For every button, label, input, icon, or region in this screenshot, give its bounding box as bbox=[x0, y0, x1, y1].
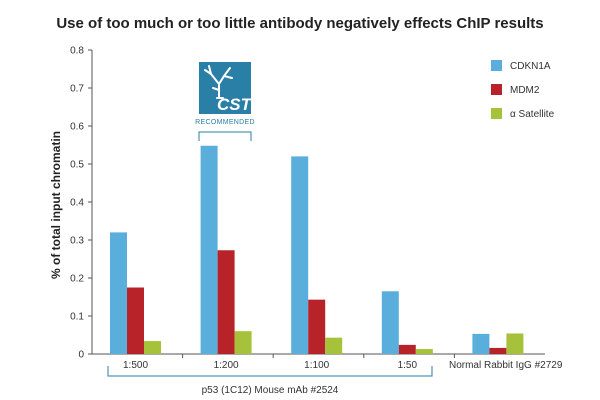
y-tick-label: 0.1 bbox=[70, 312, 84, 323]
y-tick-label: 0.8 bbox=[70, 46, 84, 57]
bar-1-200-cdkn1a bbox=[200, 145, 218, 354]
y-tick-label: 0.3 bbox=[70, 236, 84, 247]
chart-title: Use of too much or too little antibody n… bbox=[56, 15, 543, 32]
x-tick-label: 1:200 bbox=[214, 360, 239, 371]
legend-entry: α Satellite bbox=[510, 109, 555, 120]
bar-1-100--satellite bbox=[325, 337, 343, 354]
group-bracket-line bbox=[107, 366, 433, 377]
x-tick-label: 1:50 bbox=[398, 360, 418, 371]
y-tick-label: 0.6 bbox=[70, 122, 84, 133]
bar-1-50-mdm2 bbox=[398, 344, 416, 354]
bar-1-500-cdkn1a bbox=[110, 232, 127, 354]
bar-1-200--satellite bbox=[234, 331, 252, 354]
legend-swatch bbox=[491, 60, 502, 71]
cst-recommended-badge: CST RECOMMENDED bbox=[195, 62, 255, 141]
bar-normal-rabbit-igg-2729-cdkn1a bbox=[472, 333, 490, 354]
bar-1-500-mdm2 bbox=[127, 287, 144, 354]
y-axis: 0 0.1 0.2 0.3 0.4 0.5 0.6 0.7 0.8 bbox=[70, 46, 93, 361]
group-bracket: p53 (1C12) Mouse mAb #2524 bbox=[107, 366, 433, 396]
badge-bracket bbox=[198, 131, 252, 141]
legend-swatch bbox=[491, 84, 502, 95]
group-label: p53 (1C12) Mouse mAb #2524 bbox=[202, 385, 339, 396]
tree-icon bbox=[204, 65, 233, 99]
y-tick-label: 0.5 bbox=[70, 160, 84, 171]
x-tick-label: Normal Rabbit IgG #2729 bbox=[449, 360, 563, 371]
bars bbox=[110, 145, 524, 354]
y-tick-label: 0.2 bbox=[70, 274, 84, 285]
x-tick-label: 1:500 bbox=[123, 360, 148, 371]
bar-1-50--satellite bbox=[415, 349, 433, 354]
legend-swatch bbox=[491, 108, 502, 119]
bar-1-50-cdkn1a bbox=[381, 291, 399, 354]
badge-subtext: RECOMMENDED bbox=[195, 119, 255, 126]
y-tick-label: 0.4 bbox=[70, 198, 84, 209]
x-tick-label: 1:100 bbox=[304, 360, 329, 371]
bar-normal-rabbit-igg-2729--satellite bbox=[506, 333, 524, 354]
bar-1-100-mdm2 bbox=[308, 299, 326, 354]
legend-entry: MDM2 bbox=[510, 85, 540, 96]
y-tick-label: 0.7 bbox=[70, 84, 84, 95]
bar-1-100-cdkn1a bbox=[291, 156, 309, 354]
y-tick-label: 0 bbox=[78, 350, 84, 361]
bar-1-500--satellite bbox=[144, 341, 161, 354]
x-tick-labels: 1:500 1:200 1:100 1:50 Normal Rabbit IgG #27… bbox=[123, 360, 563, 371]
x-axis bbox=[92, 353, 545, 358]
legend-entry: CDKN1A bbox=[510, 61, 551, 72]
badge-cst-text: CST bbox=[217, 95, 253, 114]
bar-normal-rabbit-igg-2729-mdm2 bbox=[489, 347, 507, 354]
bar-1-200-mdm2 bbox=[217, 250, 235, 354]
y-axis-label: % of total input chromatin bbox=[49, 131, 63, 279]
legend: CDKN1A MDM2 α Satellite bbox=[491, 60, 555, 120]
